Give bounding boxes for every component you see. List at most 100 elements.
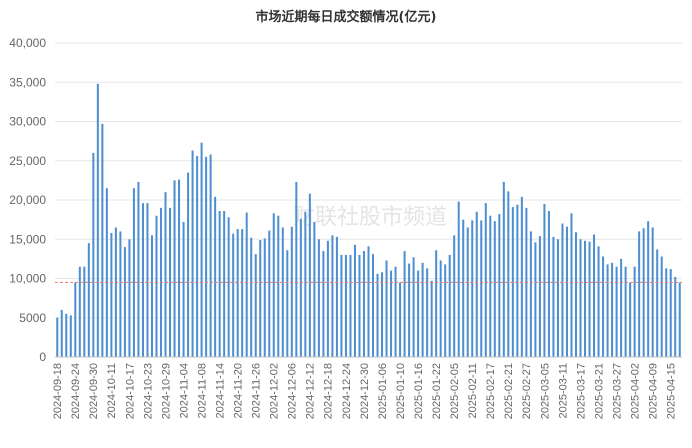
bar <box>277 215 280 357</box>
bar <box>223 210 226 357</box>
bar <box>290 226 293 357</box>
bar <box>119 231 122 357</box>
bar <box>322 251 325 357</box>
bar <box>65 313 68 357</box>
bar <box>674 276 677 357</box>
bar <box>394 266 397 357</box>
bar <box>304 211 307 357</box>
x-tick-label: 2025-01-16 <box>413 363 425 419</box>
bar <box>453 235 456 357</box>
x-tick-label: 2024-10-23 <box>142 363 154 419</box>
y-tick-label: 5000 <box>19 311 46 325</box>
bar <box>96 83 99 357</box>
watermark-text: 财联社股市频道 <box>293 205 447 230</box>
bar <box>56 317 59 357</box>
bar <box>92 152 95 357</box>
bars-layer <box>56 83 681 358</box>
bar <box>408 263 411 357</box>
bar <box>426 268 429 357</box>
bar <box>326 240 329 357</box>
bar <box>60 309 63 357</box>
bar <box>665 268 668 357</box>
bar <box>489 215 492 357</box>
bar <box>552 236 555 357</box>
bar <box>534 242 537 357</box>
bar <box>602 256 605 357</box>
bar <box>101 123 104 357</box>
x-tick-label: 2025-02-21 <box>503 363 515 419</box>
bar <box>647 221 650 357</box>
bar <box>141 203 144 357</box>
bar <box>114 227 117 357</box>
watermark: 财联社股市频道 <box>293 205 447 230</box>
bar <box>105 188 108 357</box>
bar <box>593 234 596 357</box>
y-tick-label: 40,000 <box>9 36 46 50</box>
bar <box>349 254 352 357</box>
bar <box>584 240 587 357</box>
y-tick-label: 0 <box>39 350 46 364</box>
x-tick-label: 2024-11-26 <box>251 363 263 418</box>
bar <box>588 241 591 357</box>
bar <box>123 247 126 357</box>
bar <box>362 251 365 357</box>
bar <box>462 219 465 358</box>
bar <box>435 250 438 357</box>
bar <box>182 221 185 357</box>
x-tick-label: 2025-01-10 <box>395 363 407 419</box>
bar <box>430 280 433 357</box>
x-tick-label: 2024-12-02 <box>269 363 281 419</box>
bar <box>480 220 483 357</box>
bar <box>412 257 415 357</box>
bar <box>187 172 190 357</box>
bar <box>498 214 501 357</box>
bar <box>254 254 257 357</box>
x-tick-label: 2025-03-05 <box>539 363 551 419</box>
bar <box>137 181 140 357</box>
bar <box>403 251 406 357</box>
y-axis-ticks: 0 5000 10,000 15,000 20,000 25,000 30,000 35,00… <box>9 36 46 364</box>
bar <box>295 181 298 357</box>
bar <box>381 272 384 357</box>
bar <box>543 203 546 357</box>
x-tick-label: 2024-12-06 <box>287 363 299 419</box>
bar <box>340 254 343 357</box>
bar <box>538 236 541 357</box>
bar <box>178 179 181 357</box>
bar <box>678 282 681 357</box>
bar <box>358 254 361 357</box>
bar <box>191 150 194 357</box>
bar <box>263 238 266 357</box>
bar <box>376 273 379 357</box>
bar <box>281 227 284 357</box>
x-tick-label: 2024-09-18 <box>52 363 64 419</box>
x-tick-label: 2025-03-11 <box>557 363 569 418</box>
bar <box>132 188 135 357</box>
bar <box>399 282 402 357</box>
y-tick-label: 30,000 <box>9 115 46 129</box>
bar <box>444 264 447 357</box>
bar <box>200 142 203 357</box>
y-tick-label: 10,000 <box>9 272 46 286</box>
bar <box>642 228 645 357</box>
bar <box>516 204 519 357</box>
bar <box>421 262 424 357</box>
bar <box>547 210 550 357</box>
y-tick-label: 25,000 <box>9 154 46 168</box>
bar <box>656 249 659 357</box>
bar <box>565 226 568 357</box>
y-tick-label: 20,000 <box>9 193 46 207</box>
bar <box>579 239 582 357</box>
bar <box>597 246 600 357</box>
bar <box>367 246 370 357</box>
x-tick-label: 2024-10-29 <box>160 363 172 419</box>
bar <box>448 254 451 357</box>
bar <box>245 212 248 357</box>
x-tick-label: 2025-03-17 <box>575 363 587 419</box>
bar <box>624 266 627 357</box>
bar <box>633 266 636 357</box>
grid-layer <box>55 42 682 319</box>
bar <box>629 282 632 357</box>
bar <box>196 156 199 357</box>
bar <box>570 213 573 357</box>
